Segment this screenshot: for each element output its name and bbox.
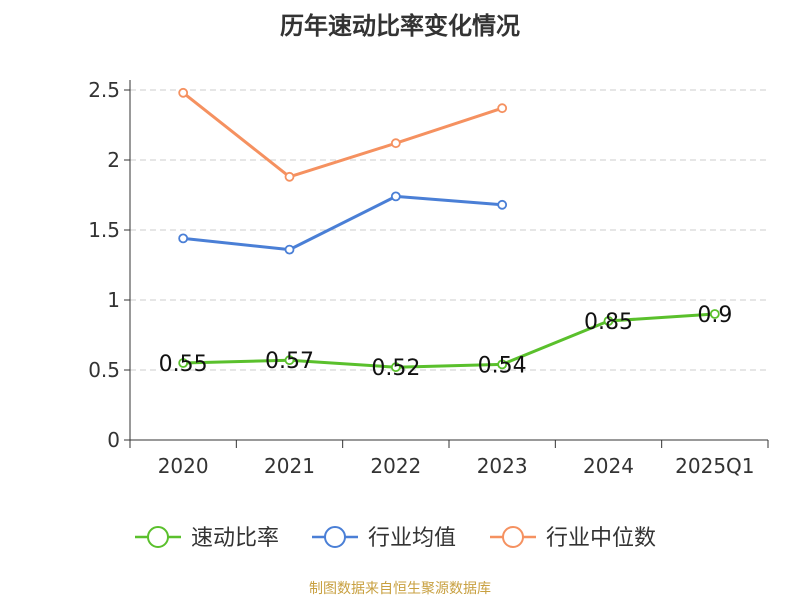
x-tick-label: 2022 (370, 454, 421, 478)
data-point (497, 103, 508, 114)
x-tick-label: 2024 (583, 454, 634, 478)
data-label: 0.52 (371, 356, 420, 381)
series-line-2 (182, 91, 503, 179)
data-label: 0.9 (697, 303, 732, 328)
data-point (390, 191, 401, 202)
legend-label: 速动比率 (191, 526, 279, 551)
y-tick-label: 2.5 (88, 78, 120, 102)
data-point (390, 138, 401, 149)
data-label: 0.55 (159, 352, 208, 377)
data-point (390, 362, 401, 373)
data-point (497, 359, 508, 370)
x-tick-label: 2020 (158, 454, 209, 478)
y-tick-label: 0.5 (88, 358, 120, 382)
chart-title: 历年速动比率变化情况 (280, 12, 520, 40)
data-point (709, 309, 720, 319)
data-label: 0.85 (584, 310, 633, 335)
x-tick-label: 2025Q1 (675, 454, 754, 478)
series-line-1 (183, 194, 503, 252)
data-point (178, 233, 189, 244)
data-point (178, 87, 189, 98)
data-point (284, 355, 295, 366)
legend-label: 行业均值 (368, 526, 456, 551)
legend-marker (502, 526, 524, 548)
y-tick-label: 0 (107, 428, 120, 452)
y-tick-label: 2 (107, 148, 120, 172)
x-tick-label: 2023 (477, 454, 528, 478)
data-point (497, 199, 508, 210)
legend-marker (147, 526, 169, 548)
data-point (603, 316, 614, 326)
data-point (284, 244, 295, 255)
data-point (284, 171, 295, 182)
legend-marker (324, 526, 346, 548)
source-note: 制图数据来自恒生聚源数据库 (309, 581, 491, 597)
grid-lines (130, 89, 768, 371)
series-line-0 (183, 312, 715, 369)
series-lines (178, 87, 720, 373)
data-labels: 0.55 0.57 0.52 0.54 0.85 0.9 (159, 303, 733, 381)
y-tick-label: 1 (107, 288, 120, 312)
y-tick-label: 1.5 (88, 218, 120, 242)
data-label: 0.54 (478, 353, 527, 378)
legend-label: 行业中位数 (546, 526, 656, 551)
legend: 速动比率 行业均值 行业中位数 (135, 526, 656, 551)
data-point (178, 358, 189, 368)
x-tick-label: 2021 (264, 454, 315, 478)
data-label: 0.57 (265, 349, 314, 374)
axes: 0 0.5 1 1.5 2 2.5 2020 2021 2022 2023 2024 2025Q1 (88, 78, 769, 478)
